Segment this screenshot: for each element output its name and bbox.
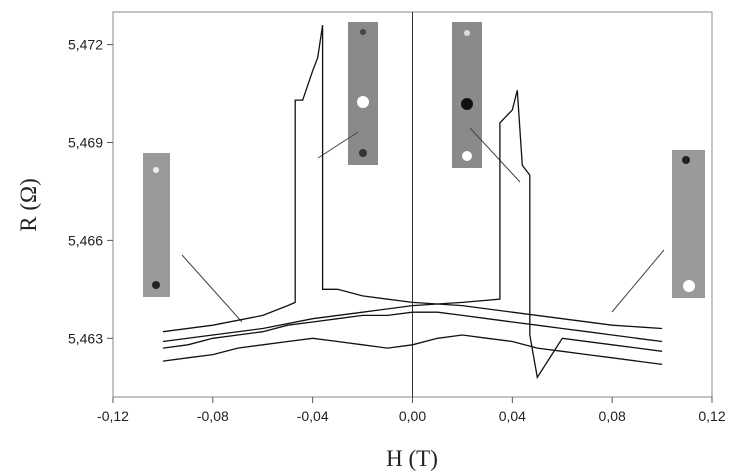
trace: [162, 25, 663, 333]
y-tick-label: 5,472: [68, 37, 103, 53]
inset-image: [452, 22, 482, 168]
arrows: [181, 127, 665, 323]
inset-spot: [462, 151, 472, 161]
x-tick-label: 0,04: [499, 408, 526, 424]
y-axis-label: R (Ω): [16, 178, 41, 232]
x-tick-label: -0,04: [297, 408, 329, 424]
inset-spot: [357, 96, 369, 108]
x-tick-label: -0,08: [197, 408, 229, 424]
insets: [143, 22, 705, 298]
x-tick-label: 0,08: [599, 408, 626, 424]
y-tick-label: 5,469: [68, 135, 103, 151]
x-axis-label: H (T): [386, 446, 438, 471]
inset-spot: [360, 29, 366, 35]
inset-spot: [682, 156, 690, 164]
inset-spot: [152, 281, 160, 289]
y-tick-label: 5,466: [68, 232, 103, 248]
inset-spot: [359, 149, 367, 157]
arrow: [181, 254, 243, 323]
x-tick-label: 0,12: [698, 408, 725, 424]
inset-spot: [464, 30, 470, 36]
x-tick-label: -0,12: [97, 408, 129, 424]
arrow: [317, 131, 359, 159]
trace: [162, 90, 663, 380]
inset-image: [143, 153, 170, 297]
y-tick-label: 5,463: [68, 330, 103, 346]
arrow: [469, 127, 521, 183]
inset-spot: [461, 98, 473, 110]
trace: [162, 311, 663, 349]
x-tick-label: 0,00: [399, 408, 426, 424]
arrow: [611, 249, 665, 313]
inset-spot: [683, 280, 695, 292]
inset-image: [672, 150, 705, 298]
inset-spot: [153, 167, 159, 173]
inset-image: [348, 22, 378, 165]
trace: [162, 334, 663, 366]
